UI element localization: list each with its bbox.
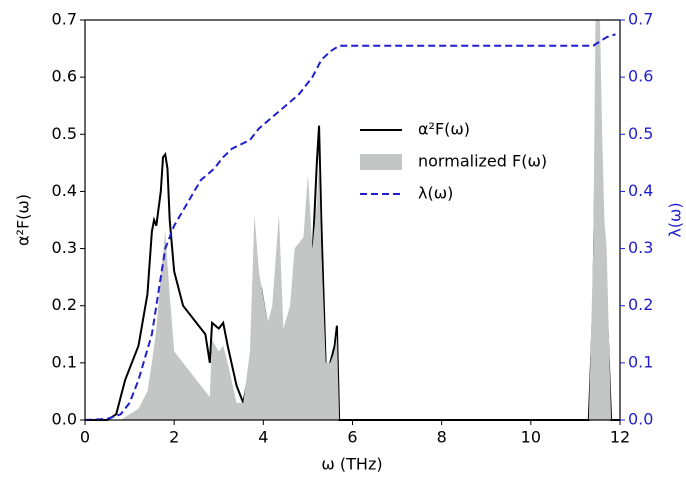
y2-tick-label: 0.6: [628, 67, 653, 86]
x-tick-label: 0: [80, 428, 90, 447]
y2-tick-label: 0.3: [628, 238, 653, 257]
y-tick-label: 0.1: [52, 352, 77, 371]
x-tick-label: 10: [521, 428, 541, 447]
legend-label: normalized F(ω): [418, 152, 547, 171]
area: [85, 20, 620, 420]
y2-tick-label: 0.5: [628, 124, 653, 143]
y2-tick-label: 0.0: [628, 410, 653, 429]
x-tick-label: 2: [169, 428, 179, 447]
y-tick-label: 0.5: [52, 124, 77, 143]
legend-label: α²F(ω): [418, 120, 470, 139]
y-tick-label: 0.0: [52, 410, 77, 429]
x-axis-label: ω (THz): [321, 455, 382, 474]
y2-tick-label: 0.2: [628, 295, 653, 314]
line: [84, 33, 616, 421]
y-tick-label: 0.4: [52, 181, 77, 200]
x-tick-label: 6: [347, 428, 357, 447]
x-tick-label: 8: [437, 428, 447, 447]
y2-tick-label: 0.7: [628, 10, 653, 29]
y2-axis-label: λ(ω): [666, 202, 685, 237]
legend-swatch: [360, 154, 402, 170]
x-tick-label: 4: [258, 428, 268, 447]
y-axis-label: α²F(ω): [14, 194, 33, 246]
y2-tick-label: 0.4: [628, 181, 653, 200]
y-tick-label: 0.3: [52, 238, 77, 257]
y2-tick-label: 0.1: [628, 352, 653, 371]
y-tick-label: 0.6: [52, 67, 77, 86]
y-tick-label: 0.2: [52, 295, 77, 314]
y-tick-label: 0.7: [52, 10, 77, 29]
legend-label: λ(ω): [418, 184, 453, 203]
x-tick-label: 12: [610, 428, 630, 447]
